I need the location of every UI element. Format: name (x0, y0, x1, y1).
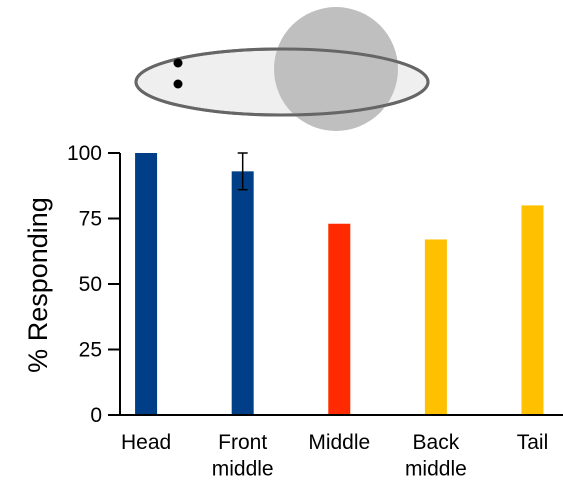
page: {"chart_data": {"type": "bar", "y_label"… (0, 0, 563, 498)
x-tick-label: Tail (517, 431, 549, 454)
y-tick-label: 100 (67, 142, 102, 165)
y-tick-label: 25 (79, 339, 102, 362)
y-tick-label: 50 (79, 273, 102, 296)
x-tick-label: Head (121, 431, 171, 454)
eye (174, 59, 183, 68)
bar (425, 239, 447, 415)
bar (135, 153, 157, 415)
body-diagram (136, 7, 428, 131)
bar (232, 171, 254, 415)
y-tick-label: 0 (90, 404, 102, 427)
y-axis-label: % Responding (23, 197, 53, 373)
bar (521, 205, 543, 415)
chart: % Responding 0 25 50 75 100 Head Frontmiddle Mi… (0, 0, 563, 498)
y-tick-label: 75 (79, 208, 102, 231)
x-tick-label: Middle (308, 431, 370, 454)
eye (174, 80, 183, 89)
bar (328, 224, 350, 415)
